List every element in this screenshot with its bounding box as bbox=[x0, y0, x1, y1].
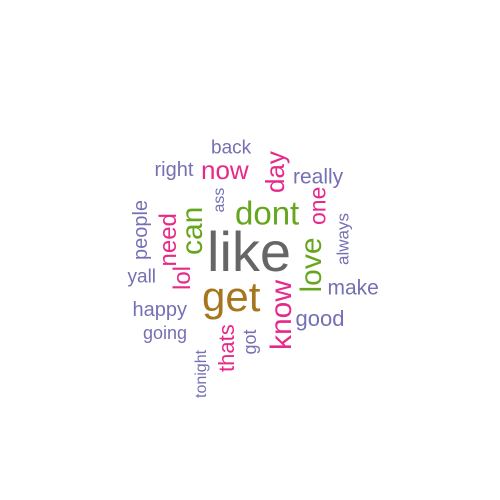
cloud-word-going: going bbox=[143, 323, 188, 343]
cloud-word-dont: dont bbox=[235, 194, 300, 232]
cloud-word-get: get bbox=[202, 273, 261, 320]
cloud-word-can: can bbox=[176, 206, 209, 255]
cloud-word-yall: yall bbox=[127, 266, 157, 288]
cloud-word-right: right bbox=[154, 159, 194, 181]
cloud-word-people: people bbox=[130, 199, 152, 260]
cloud-word-one: one bbox=[304, 186, 331, 225]
cloud-word-know: know bbox=[265, 279, 298, 350]
cloud-word-back: back bbox=[211, 137, 252, 159]
cloud-word-ass: ass bbox=[211, 187, 228, 213]
cloud-word-now: now bbox=[201, 155, 249, 185]
cloud-word-thats: thats bbox=[214, 324, 239, 372]
cloud-word-love: love bbox=[295, 237, 328, 293]
cloud-word-need: need bbox=[155, 213, 182, 267]
cloud-word-day: day bbox=[260, 151, 290, 193]
cloud-word-good: good bbox=[295, 306, 345, 331]
cloud-word-tonight: tonight bbox=[193, 349, 210, 398]
cloud-word-always: always bbox=[333, 213, 353, 265]
cloud-word-got: got bbox=[240, 329, 260, 355]
cloud-word-really: really bbox=[293, 165, 344, 189]
cloud-word-like: like bbox=[207, 220, 292, 283]
cloud-word-lol: lol bbox=[169, 265, 196, 290]
cloud-word-happy: happy bbox=[132, 299, 188, 321]
cloud-word-make: make bbox=[327, 276, 379, 300]
